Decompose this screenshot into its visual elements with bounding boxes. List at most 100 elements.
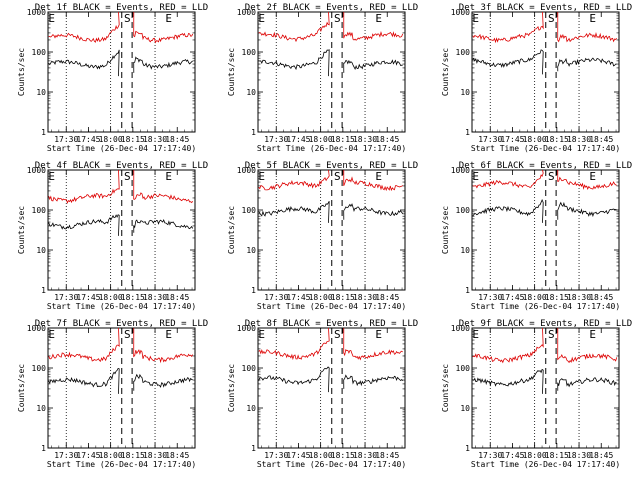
marker-label: E (589, 328, 596, 341)
marker-label: S (124, 328, 131, 341)
x-tick-label: 18:30 (567, 293, 591, 302)
y-axis-label: Counts/sec (227, 48, 236, 96)
events-series-line (557, 57, 617, 72)
lld-series-line (48, 169, 120, 204)
y-tick-label: 10 (460, 404, 470, 413)
x-tick-label: 17:45 (286, 293, 310, 302)
events-series-line (343, 374, 403, 389)
x-axis-label: Start Time (26-Dec-04 17:17:40) (471, 144, 620, 153)
marker-label: E (375, 12, 382, 25)
y-tick-label: 100 (242, 48, 257, 57)
y-tick-label: 100 (242, 206, 257, 215)
x-tick-label: 17:30 (54, 135, 78, 144)
x-axis-label: Start Time (26-Dec-04 17:17:40) (257, 302, 406, 311)
x-tick-label: 18:45 (165, 451, 189, 460)
chart-title: Det 5f BLACK = Events, RED = LLD (245, 161, 418, 171)
chart-title: Det 4f BLACK = Events, RED = LLD (35, 161, 208, 171)
lld-series-line (133, 327, 194, 364)
x-tick-label: 17:30 (264, 135, 288, 144)
y-tick-label: 1000 (27, 8, 46, 17)
events-series-line (557, 201, 617, 220)
x-axis-label: Start Time (26-Dec-04 17:17:40) (47, 460, 196, 469)
x-tick-label: 18:30 (143, 135, 167, 144)
y-axis-label: Counts/sec (17, 48, 26, 96)
y-tick-label: 1 (251, 128, 256, 137)
chart-panel-det-4: Det 4f BLACK = Events, RED = LLD 1 10 100 10… (17, 161, 208, 311)
marker-label: E (48, 170, 55, 183)
chart-panel-det-9: Det 9f BLACK = Events, RED = LLD 1 10 100 10… (441, 319, 632, 469)
y-tick-label: 100 (32, 206, 47, 215)
marker-label: E (589, 170, 596, 183)
x-tick-label: 18:30 (143, 293, 167, 302)
y-tick-label: 10 (36, 88, 46, 97)
chart-title: Det 8f BLACK = Events, RED = LLD (245, 319, 418, 329)
y-axis-label: Counts/sec (441, 206, 450, 254)
x-tick-label: 18:15 (331, 293, 355, 302)
events-series-line (472, 368, 544, 394)
y-tick-label: 1000 (451, 8, 470, 17)
x-tick-label: 18:30 (353, 451, 377, 460)
y-axis-label: Counts/sec (227, 206, 236, 254)
x-tick-label: 18:30 (353, 135, 377, 144)
events-series-line (48, 214, 120, 236)
marker-label: E (472, 12, 479, 25)
x-tick-label: 17:45 (286, 135, 310, 144)
x-tick-label: 17:45 (500, 293, 524, 302)
y-tick-label: 10 (246, 404, 256, 413)
y-tick-label: 100 (32, 364, 47, 373)
y-tick-label: 1 (465, 286, 470, 295)
marker-label: E (589, 12, 596, 25)
y-tick-label: 10 (36, 404, 46, 413)
y-tick-label: 100 (456, 48, 471, 57)
y-tick-label: 100 (456, 206, 471, 215)
x-tick-label: 18:15 (121, 135, 145, 144)
marker-label: E (48, 328, 55, 341)
x-axis-label: Start Time (26-Dec-04 17:17:40) (471, 302, 620, 311)
x-axis-label: Start Time (26-Dec-04 17:17:40) (257, 144, 406, 153)
chart-panel-det-7: Det 7f BLACK = Events, RED = LLD 1 10 100 10… (17, 319, 208, 469)
x-tick-label: 18:45 (375, 293, 399, 302)
lld-series-line (133, 11, 194, 44)
x-tick-label: 18:00 (523, 135, 547, 144)
x-tick-label: 18:30 (567, 451, 591, 460)
y-tick-label: 100 (456, 364, 471, 373)
lld-series-line (258, 327, 330, 361)
x-tick-label: 18:00 (99, 293, 123, 302)
y-tick-label: 100 (242, 364, 257, 373)
x-tick-label: 18:15 (331, 135, 355, 144)
y-tick-label: 10 (246, 88, 256, 97)
marker-label: S (548, 328, 555, 341)
y-tick-label: 1000 (237, 8, 256, 17)
y-tick-label: 1 (41, 286, 46, 295)
y-tick-label: 10 (246, 246, 256, 255)
events-series-line (258, 49, 330, 77)
chart-panel-det-8: Det 8f BLACK = Events, RED = LLD 1 10 100 10… (227, 319, 418, 469)
events-series-line (258, 366, 330, 393)
marker-label: E (48, 12, 55, 25)
y-tick-label: 1 (251, 286, 256, 295)
marker-label: E (375, 328, 382, 341)
marker-label: E (258, 170, 265, 183)
y-axis-label: Counts/sec (17, 364, 26, 412)
x-tick-label: 17:30 (478, 451, 502, 460)
y-tick-label: 1 (41, 444, 46, 453)
events-series-line (472, 49, 544, 75)
x-tick-label: 18:15 (545, 451, 569, 460)
marker-label: E (375, 170, 382, 183)
y-tick-label: 1 (41, 128, 46, 137)
x-tick-label: 18:45 (589, 451, 613, 460)
lld-series-line (258, 11, 330, 43)
marker-label: E (472, 328, 479, 341)
y-tick-label: 10 (36, 246, 46, 255)
lld-series-line (258, 169, 330, 191)
x-axis-label: Start Time (26-Dec-04 17:17:40) (47, 144, 196, 153)
y-tick-label: 1000 (451, 324, 470, 333)
x-tick-label: 17:45 (76, 293, 100, 302)
x-tick-label: 18:15 (121, 293, 145, 302)
x-tick-label: 18:15 (545, 135, 569, 144)
marker-label: E (258, 328, 265, 341)
marker-label: E (472, 170, 479, 183)
x-tick-label: 17:30 (264, 451, 288, 460)
lld-series-line (343, 327, 403, 361)
